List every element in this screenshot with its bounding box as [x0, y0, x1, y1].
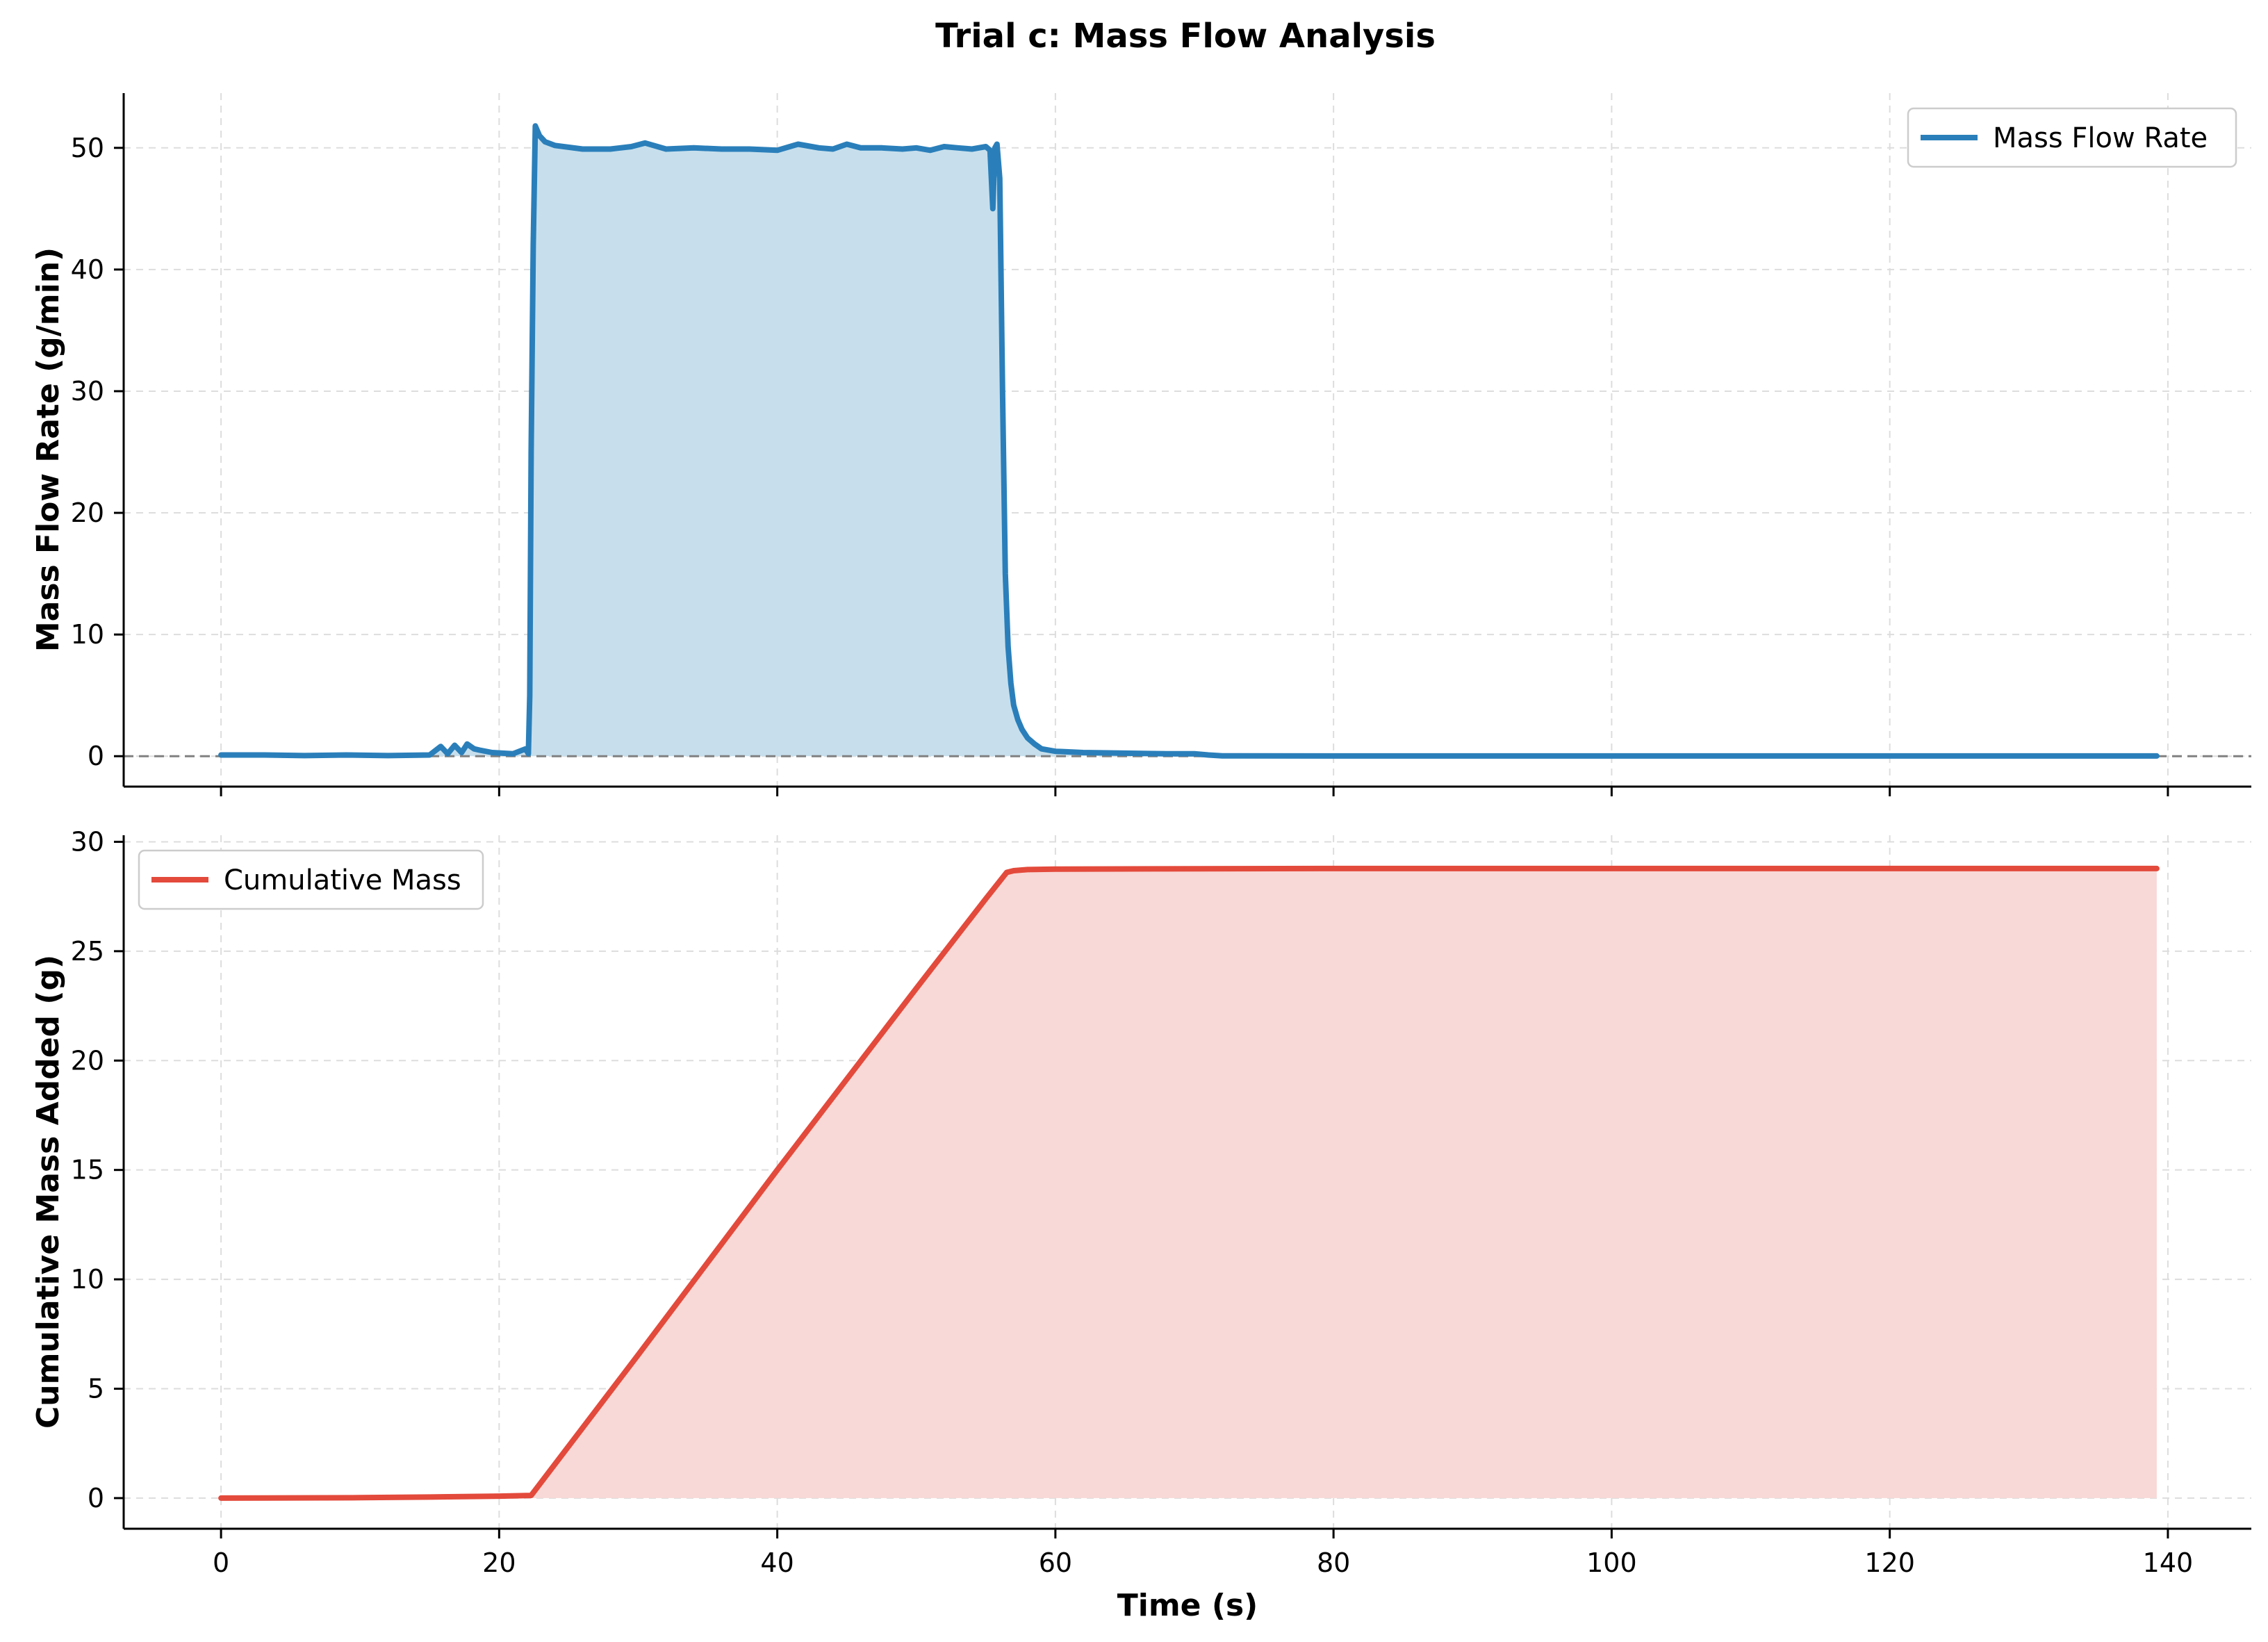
mass-legend-box — [138, 849, 484, 910]
y-tick-label: 10 — [71, 1264, 104, 1295]
flow-legend: Mass Flow Rate — [1907, 107, 2237, 168]
x-tick-label: 140 — [2143, 1547, 2194, 1578]
x-tick-label: 120 — [1864, 1547, 1915, 1578]
flow-plot-area — [124, 123, 2251, 759]
y-tick-label: 5 — [88, 1374, 104, 1404]
x-tick-label: 20 — [482, 1547, 516, 1578]
y-tick-label: 40 — [71, 254, 104, 285]
series-fill-area — [221, 868, 2157, 1498]
y-tick-label: 20 — [71, 1045, 104, 1076]
x-tick-label: 0 — [213, 1547, 229, 1578]
mass-flow-rate-panel: 0 10 20 30 40 50 Mass Flow Rate (g/min) Mass … — [31, 93, 2251, 796]
flow-legend-label: Mass Flow Rate — [1993, 122, 2208, 154]
mass-y-axis-label: Cumulative Mass Added (g) — [31, 955, 66, 1429]
x-tick-label: 80 — [1317, 1547, 1350, 1578]
y-tick-label: 0 — [88, 741, 104, 771]
x-tick-label: 60 — [1039, 1547, 1072, 1578]
mass-plot-area — [218, 865, 2160, 1501]
flow-legend-box — [1907, 107, 2237, 168]
time-x-axis-label: Time (s) — [1117, 1588, 1258, 1623]
x-tick-label: 40 — [760, 1547, 794, 1578]
series-fill-area — [221, 126, 2157, 757]
figure-title: Trial c: Mass Flow Analysis — [935, 17, 1436, 56]
y-tick-label: 10 — [71, 619, 104, 650]
x-tick-label: 100 — [1586, 1547, 1637, 1578]
mass-legend-label: Cumulative Mass — [224, 864, 461, 896]
y-tick-label: 30 — [71, 826, 104, 857]
mass-ticks: 0 20 40 60 80 100 120 140 0 5 10 15 20 25 30 — [71, 826, 2194, 1578]
y-tick-label: 15 — [71, 1155, 104, 1185]
y-tick-label: 30 — [71, 376, 104, 407]
flow-y-axis-label: Mass Flow Rate (g/min) — [31, 247, 66, 652]
series-line — [218, 865, 2160, 1501]
y-tick-label: 50 — [71, 133, 104, 163]
mass-legend: Cumulative Mass — [138, 849, 484, 910]
cumulative-mass-panel: 0 20 40 60 80 100 120 140 0 5 10 15 20 25 30 Cumulativ… — [31, 826, 2251, 1623]
y-tick-label: 25 — [71, 936, 104, 967]
flow-ticks: 0 10 20 30 40 50 — [71, 133, 2169, 796]
flow-axes — [122, 93, 2251, 788]
series-line — [218, 123, 2160, 759]
y-tick-label: 20 — [71, 498, 104, 528]
y-tick-label: 0 — [88, 1483, 104, 1513]
